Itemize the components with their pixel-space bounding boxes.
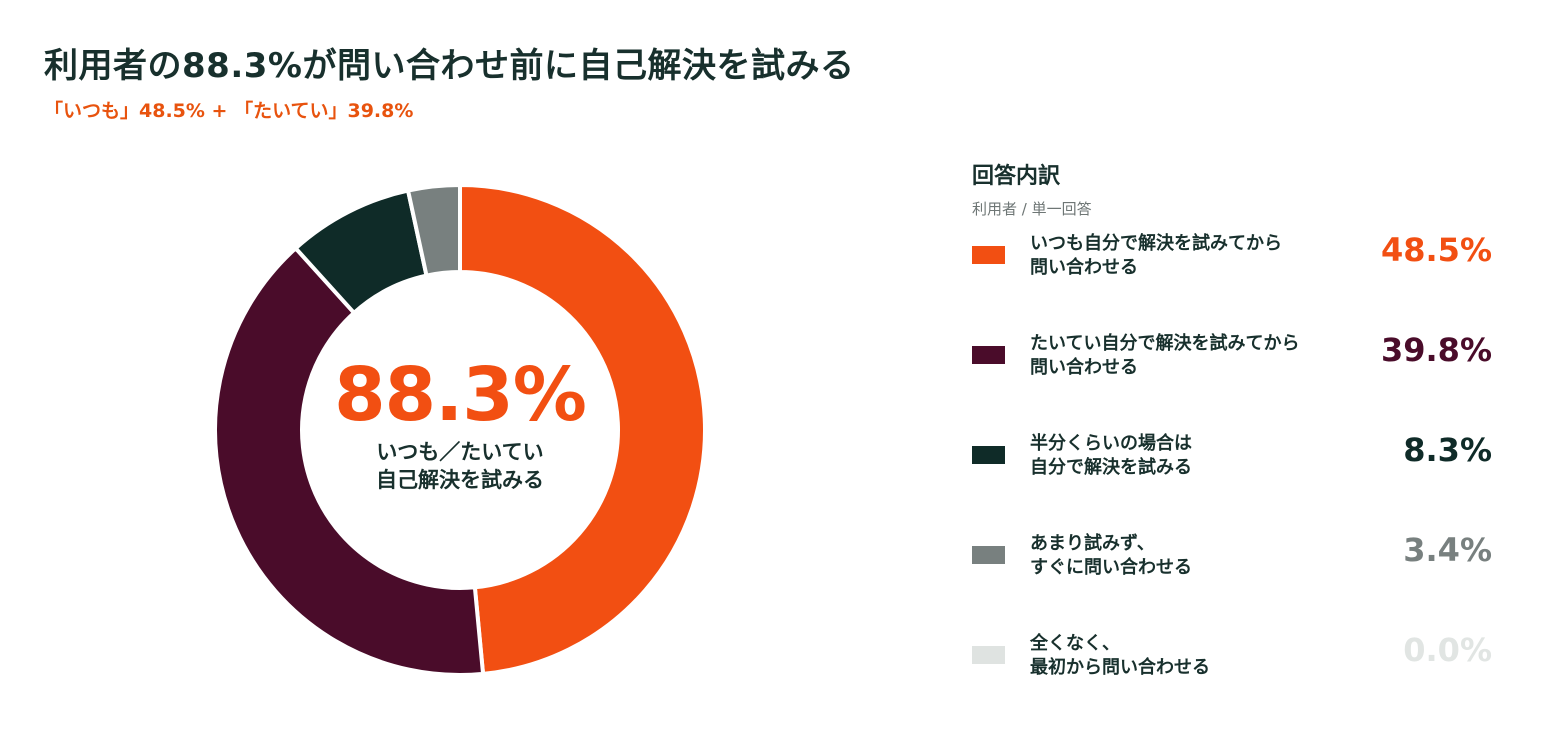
donut-slice-1 xyxy=(458,183,707,676)
legend-item-3: 半分くらいの場合は 自分で解決を試みる 8.3% xyxy=(972,432,1497,492)
legend-value: 8.3% xyxy=(1403,431,1492,469)
donut-svg xyxy=(213,183,707,677)
center-caption-line-2: 自己解決を試みる xyxy=(376,468,544,492)
legend-label: 全くなく、 最初から問い合わせる xyxy=(1030,633,1210,678)
legend-label: たいてい自分で解決を試みてから 問い合わせる xyxy=(1030,333,1300,378)
legend-swatch xyxy=(972,246,1005,264)
legend-value: 0.0% xyxy=(1403,631,1492,669)
legend-label: いつも自分で解決を試みてから 問い合わせる xyxy=(1030,233,1282,278)
legend-value: 39.8% xyxy=(1380,331,1492,369)
legend-title: 回答内訳 xyxy=(972,164,1061,189)
legend-label: 半分くらいの場合は 自分で解決を試みる xyxy=(1030,433,1192,478)
legend-item-2: たいてい自分で解決を試みてから 問い合わせる 39.8% xyxy=(972,332,1497,392)
legend-item-4: あまり試みず、 すぐに問い合わせる 3.4% xyxy=(972,532,1497,592)
donut-slice-4 xyxy=(406,183,462,278)
legend-label: あまり試みず、 すぐに問い合わせる xyxy=(1030,533,1192,578)
legend-item-5: 全くなく、 最初から問い合わせる 0.0% xyxy=(972,632,1497,692)
donut-chart: 88.3% いつも／たいてい 自己解決を試みる xyxy=(210,180,710,680)
center-caption-line-1: いつも／たいてい xyxy=(376,440,544,464)
chart-subtitle: 「いつも」48.5% + 「たいてい」39.8% xyxy=(44,100,414,122)
legend-value: 48.5% xyxy=(1380,231,1492,269)
legend-value: 3.4% xyxy=(1403,531,1492,569)
center-total-value: 88.3% xyxy=(334,352,587,438)
legend-item-1: いつも自分で解決を試みてから 問い合わせる 48.5% xyxy=(972,232,1497,292)
legend-swatch xyxy=(972,646,1005,664)
legend-swatch xyxy=(972,346,1005,364)
legend-swatch xyxy=(972,546,1005,564)
donut-slice-2 xyxy=(213,246,486,677)
legend-swatch xyxy=(972,446,1005,464)
legend-note: 利用者 / 単一回答 xyxy=(972,200,1092,218)
chart-title: 利用者の88.3%が問い合わせ前に自己解決を試みる xyxy=(44,46,855,86)
